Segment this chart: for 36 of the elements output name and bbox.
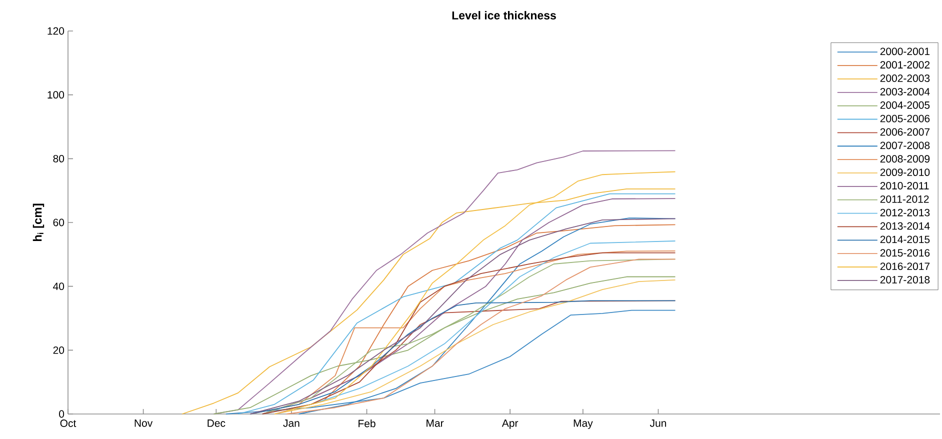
y-tick-label: 40 [53,282,64,290]
y-tick-label: 0 [59,410,64,418]
legend-label: 2003-2004 [880,88,930,96]
legend-label: 2004-2005 [880,101,930,109]
x-tick-label: Feb [358,420,376,428]
y-tick-label: 100 [48,91,64,99]
legend-label: 2016-2017 [880,262,930,270]
legend-label: 2002-2003 [880,74,930,82]
x-tick-label: Jun [650,420,666,427]
x-tick-label: Mar [426,420,444,427]
legend-label: 2000-2001 [880,48,930,56]
x-tick-label: Apr [502,420,518,429]
y-tick-label: 120 [48,27,64,35]
legend-label: 2013-2014 [880,222,930,230]
legend-label: 2006-2007 [880,128,930,136]
x-tick-label: Nov [134,420,153,427]
legend-label: 2007-2008 [880,142,930,150]
x-tick-label: Jan [283,420,300,427]
y-tick-label: 80 [53,154,64,162]
legend-label: 2011-2012 [880,195,929,203]
x-tick-label: May [574,420,593,429]
legend-label: 2001-2002 [880,61,930,69]
legend-label: 2017-2018 [880,276,930,284]
y-axis-title: h$_{i}$ [cm] [32,204,44,242]
legend-label: 2014-2015 [880,236,930,244]
legend-label: 2008-2009 [880,155,930,163]
legend-label: 2005-2006 [880,114,930,122]
x-tick-label: Oct [60,420,76,427]
legend-label: 2010-2011 [880,182,929,190]
x-tick-label: Dec [208,420,226,427]
legend-label: 2015-2016 [880,249,930,257]
y-tick-label: 20 [53,346,64,354]
legend-label: 2012-2013 [880,208,930,216]
chart-title: Level ice thickness [452,11,556,20]
y-tick-label: 60 [53,218,64,226]
legend-label: 2009-2010 [880,168,930,176]
